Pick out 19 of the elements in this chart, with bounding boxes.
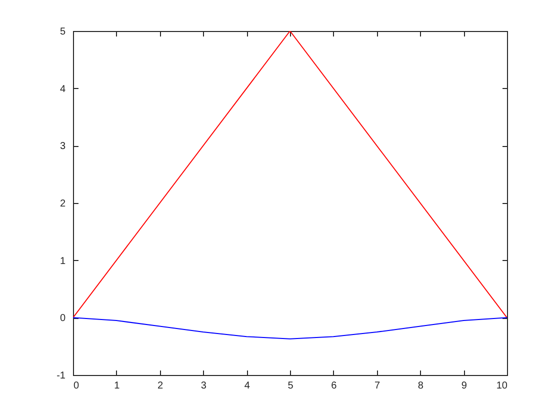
x-tick-label: 0 [74, 380, 80, 392]
y-tick-label: 1 [60, 256, 66, 267]
x-tick-label: 3 [200, 380, 207, 392]
y-tick-label: 5 [60, 26, 66, 38]
x-tick-label: 4 [244, 380, 250, 392]
x-tick-label: 9 [461, 380, 468, 392]
x-tick-label: 6 [331, 380, 338, 392]
y-tick-label: -1 [56, 370, 66, 382]
y-tick-label: 0 [60, 313, 66, 324]
x-tick-label: 5 [288, 380, 294, 392]
y-tick-label: 2 [60, 198, 66, 210]
x-tick-label: 1 [114, 380, 120, 392]
x-tick-label: 10 [496, 380, 508, 392]
y-tick-label: 4 [60, 84, 66, 95]
line-series [73, 317, 507, 340]
x-tick-label: 7 [374, 380, 381, 392]
x-tick-label: 2 [158, 380, 164, 392]
x-tick-label: 8 [418, 380, 424, 392]
y-tick-label: 3 [60, 141, 66, 152]
